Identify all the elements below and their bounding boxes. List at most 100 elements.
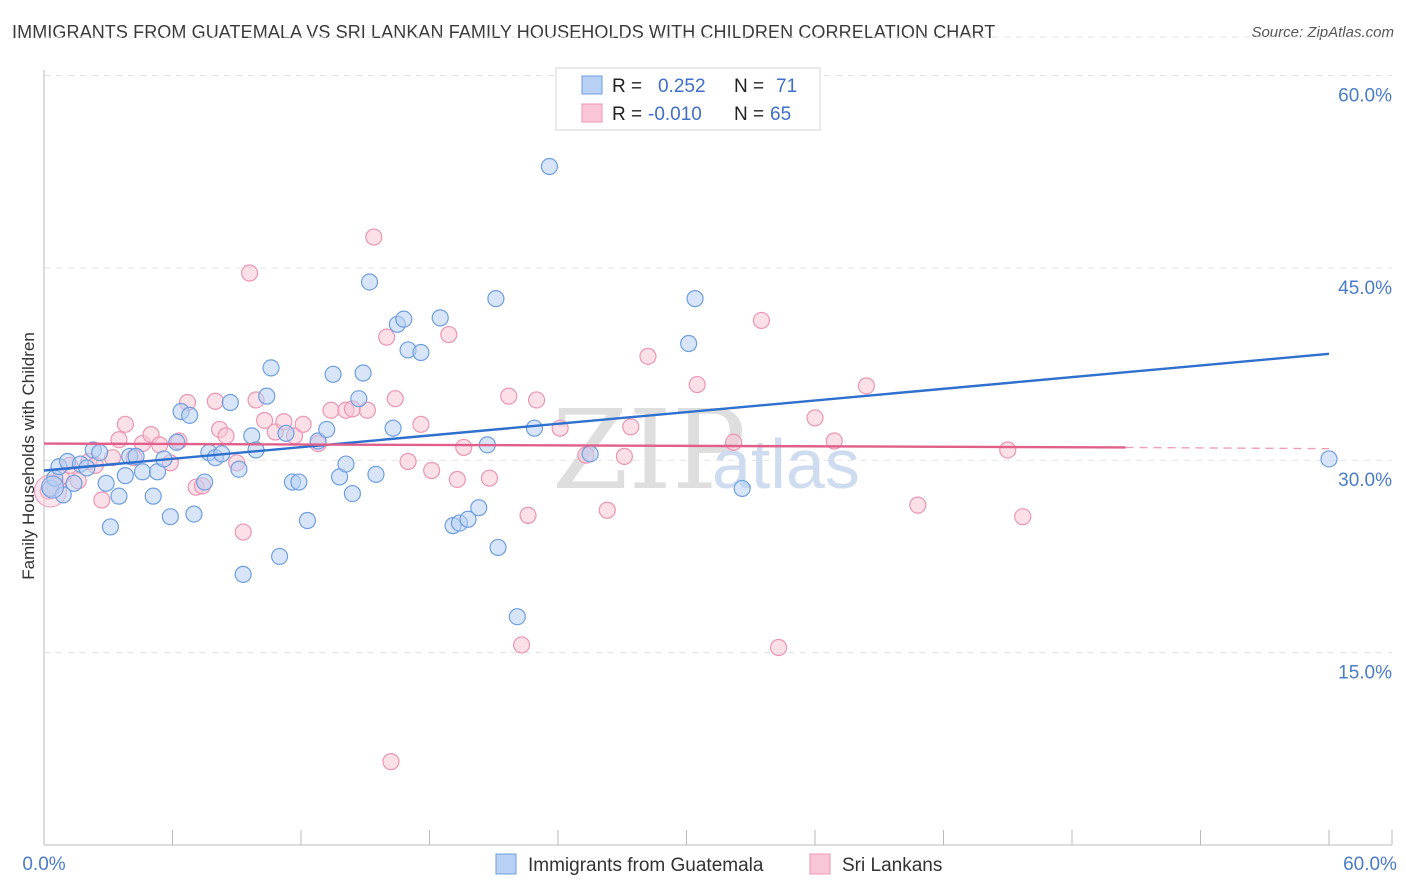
legend-swatch-sri-lankans	[581, 103, 603, 123]
sri-lankans-point	[399, 452, 417, 471]
guatemala-point	[350, 390, 368, 408]
sri-lankans-point	[598, 501, 616, 519]
y-axis-label: Family Households with Children	[19, 332, 38, 580]
sri-lankans-point	[448, 470, 466, 489]
legend-swatch-guatemala	[581, 75, 603, 95]
guatemala-point	[395, 310, 413, 328]
guatemala-point	[343, 484, 361, 503]
sri-lankans-point	[423, 461, 441, 480]
guatemala-point	[459, 510, 477, 528]
sri-lankans-point	[294, 415, 312, 433]
guatemala-point	[221, 393, 239, 412]
legend-r-value-1: 0.252	[658, 76, 706, 97]
sri-lankans-point	[639, 347, 657, 365]
legend-n-value-1: 71	[776, 76, 797, 97]
series-guatemala-points	[41, 157, 1338, 626]
sri-lankans-point	[412, 415, 430, 433]
sri-lankans-point	[234, 523, 252, 541]
guatemala-point	[262, 359, 280, 377]
sri-lankans-point	[241, 264, 259, 282]
sri-lankans-point	[857, 377, 876, 395]
guatemala-point	[234, 565, 252, 583]
sri-lankans-point	[455, 438, 473, 457]
sri-lankans-point	[116, 415, 134, 433]
sri-lankans-point	[825, 432, 843, 450]
trend-line-guatemala	[43, 352, 1330, 472]
guatemala-point	[384, 419, 402, 437]
sri-lankans-point	[480, 469, 499, 487]
guatemala-point	[168, 433, 186, 451]
bottom-legend-swatch-guatemala	[495, 853, 517, 875]
guatemala-point	[487, 290, 505, 308]
guatemala-point	[116, 467, 134, 485]
bottom-legend-swatch-sri-lankans	[809, 853, 831, 875]
guatemala-point	[185, 505, 203, 523]
sri-lankans-point	[688, 375, 706, 394]
guatemala-point	[540, 157, 559, 176]
guatemala-point	[733, 479, 751, 498]
guatemala-point	[470, 499, 488, 517]
guatemala-point	[290, 473, 308, 491]
source-credit: Source: ZipAtlas.com	[1251, 24, 1394, 41]
guatemala-point	[91, 443, 109, 462]
sri-lankans-point	[622, 418, 640, 436]
axes	[43, 70, 1392, 846]
sri-lankans-point	[206, 392, 224, 410]
trend-lines	[43, 352, 1330, 472]
guatemala-point	[110, 487, 128, 505]
guatemala-point	[65, 474, 83, 492]
guatemala-point	[431, 309, 449, 327]
legend-r-value-2: -0.010	[648, 104, 702, 125]
cluster-point	[41, 475, 65, 499]
guatemala-point	[196, 473, 214, 491]
sri-lankans-point	[1014, 508, 1032, 526]
bottom-legend: Immigrants from Guatemala Sri Lankans	[495, 853, 942, 876]
legend-n-label-2: N =	[734, 104, 764, 125]
bottom-legend-label-guatemala: Immigrants from Guatemala	[528, 855, 764, 876]
bottom-legend-label-sri-lankans: Sri Lankans	[842, 855, 942, 876]
guatemala-point	[525, 419, 544, 437]
sri-lankans-point	[999, 441, 1017, 459]
sri-lankans-point	[725, 433, 743, 451]
guatemala-point	[412, 343, 430, 362]
legend-n-value-2: 65	[770, 104, 791, 125]
guatemala-point	[680, 334, 698, 353]
x-tick-label-max: 60.0%	[1343, 854, 1397, 875]
trend-line-sri-lankans-extension	[1125, 446, 1330, 450]
legend-r-label-2: R =	[612, 104, 642, 125]
x-tick-label-min: 0.0%	[22, 854, 65, 875]
guatemala-point	[298, 511, 317, 530]
watermark: ZIP atlas	[552, 386, 860, 514]
sri-lankans-point	[386, 390, 404, 408]
chart-title: IMMIGRANTS FROM GUATEMALA VS SRI LANKAN …	[12, 22, 996, 42]
guatemala-point	[277, 424, 295, 442]
guatemala-point	[97, 474, 115, 492]
sri-lankans-point	[615, 447, 633, 465]
sri-lankans-point	[365, 228, 383, 246]
guatemala-point	[133, 463, 152, 481]
guatemala-point	[581, 445, 599, 463]
sri-lankans-point	[217, 427, 235, 445]
sri-lankans-point	[322, 401, 340, 419]
sri-lankans-point	[378, 328, 396, 346]
guatemala-point	[230, 460, 248, 478]
sri-lankans-point	[382, 753, 400, 771]
guatemala-point	[127, 447, 145, 465]
guatemala-point	[270, 547, 289, 566]
sri-lankans-point	[519, 506, 537, 524]
trend-line-sri-lankans	[43, 442, 1126, 449]
series-sri-lankans-points	[33, 228, 1032, 771]
sri-lankans-point	[93, 491, 111, 509]
sri-lankans-point	[358, 401, 376, 419]
guatemala-point	[360, 273, 379, 291]
sri-lankans-point	[512, 636, 531, 654]
y-tick-labels: 15.0% 30.0% 45.0% 60.0%	[1338, 85, 1392, 683]
sri-lankans-point	[752, 311, 771, 330]
y-tick-label: 60.0%	[1338, 85, 1392, 106]
guatemala-point	[367, 465, 385, 483]
guatemala-point	[508, 608, 526, 626]
guatemala-point	[1320, 450, 1338, 468]
guatemala-point	[324, 365, 342, 383]
guatemala-point	[354, 364, 372, 382]
